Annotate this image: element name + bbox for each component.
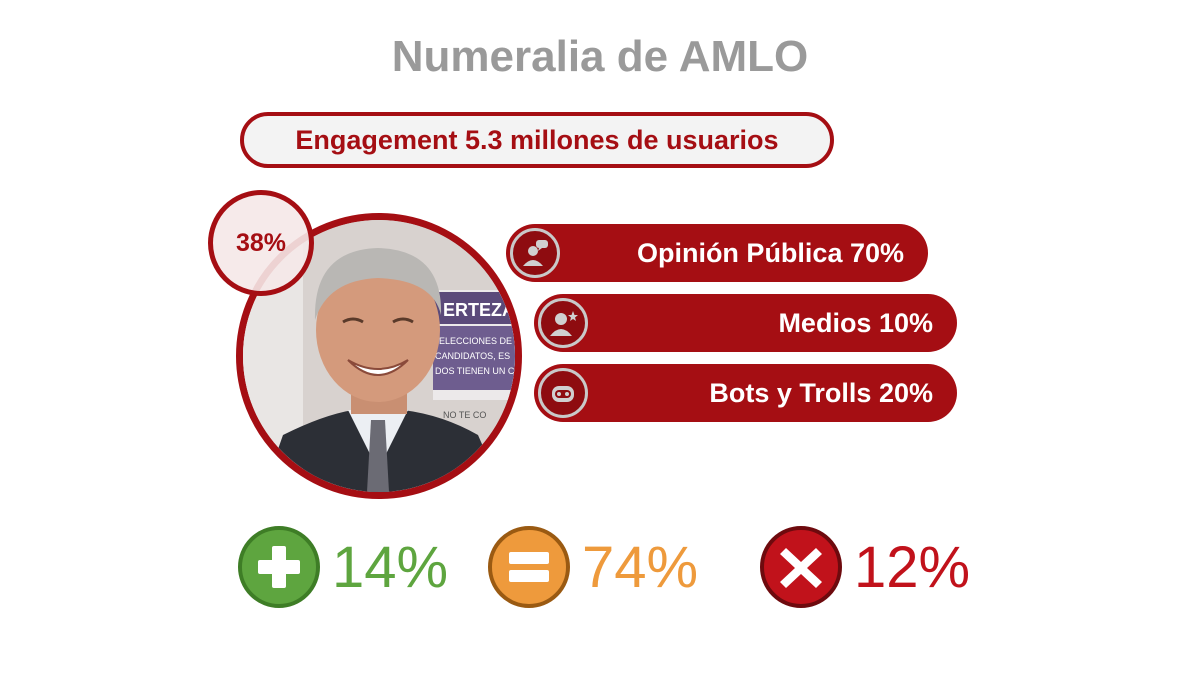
stat-positive: 14% — [238, 524, 448, 610]
banner-text-1: ERTEZA — [443, 300, 515, 320]
stat-neutral-value: 74% — [582, 534, 699, 600]
approval-badge: 38% — [208, 190, 314, 296]
pill-medios: Medios 10% — [534, 294, 957, 352]
pill-label: Opinión Pública 70% — [636, 237, 904, 268]
banner-text-5: NO TE CO — [443, 410, 486, 420]
banner-text-4: DOS TIENEN UN C — [435, 366, 515, 376]
pill-bots-trolls: Bots y Trolls 20% — [534, 364, 957, 422]
page-title: Numeralia de AMLO — [391, 32, 809, 81]
stat-negative: 12% — [760, 524, 970, 610]
stat-neutral: 74% — [488, 524, 698, 610]
stat-positive-value: 14% — [332, 534, 449, 600]
person-star-icon — [538, 298, 588, 348]
engagement-label: Engagement 5.3 millones de usuarios — [295, 124, 779, 155]
banner-text-2: ELECCIONES DE — [439, 336, 512, 346]
pill-label: Bots y Trolls 20% — [709, 377, 933, 408]
speech-user-icon — [510, 228, 560, 278]
stat-negative-value: 12% — [854, 534, 971, 600]
pill-label: Medios 10% — [778, 307, 933, 338]
approval-badge-value: 38% — [235, 228, 287, 257]
x-icon — [760, 526, 842, 608]
plus-icon — [238, 526, 320, 608]
pill-opinion-publica: Opinión Pública 70% — [506, 224, 928, 282]
engagement-box: Engagement 5.3 millones de usuarios — [240, 112, 834, 168]
robot-icon — [538, 368, 588, 418]
equals-icon — [488, 526, 570, 608]
banner-text-3: CANDIDATOS, ES — [435, 351, 510, 361]
